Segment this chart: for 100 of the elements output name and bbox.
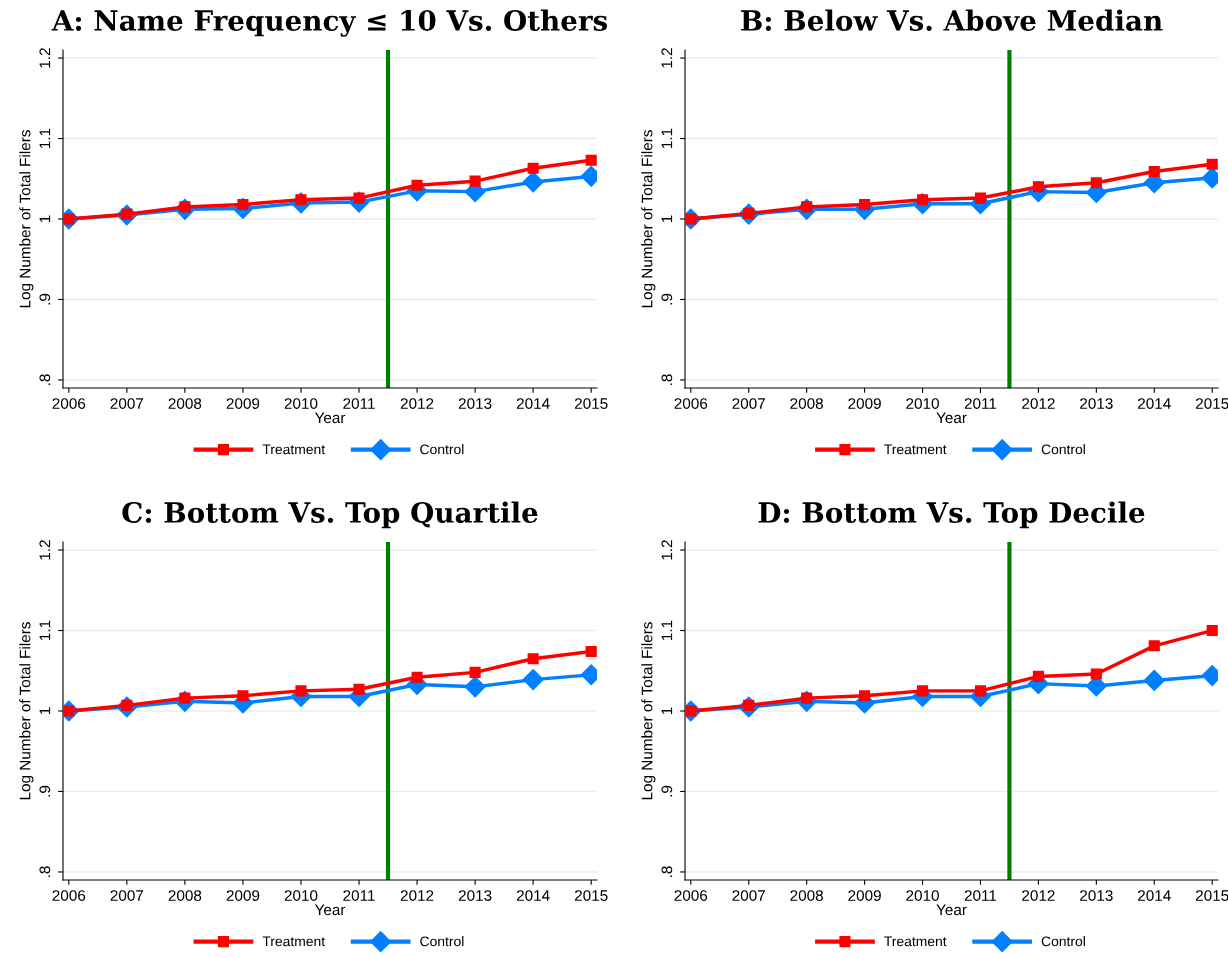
point [411, 671, 423, 683]
point [522, 669, 544, 691]
x-tick-label: 2014 [516, 398, 550, 409]
point [974, 685, 987, 697]
x-tick-label: 2009 [226, 890, 260, 901]
point [1148, 165, 1160, 178]
y-tick-label: .8 [39, 866, 51, 877]
point [1206, 624, 1218, 637]
x-tick-label: 2015 [574, 398, 608, 409]
point [1143, 669, 1165, 691]
y-tick-label: 1 [39, 707, 51, 715]
point [464, 676, 486, 698]
x-tick-label: 2008 [790, 398, 823, 409]
y-tick-label: 1 [661, 707, 673, 715]
point [585, 645, 597, 658]
x-tick-label: 2009 [848, 890, 881, 901]
x-tick-label: 2015 [574, 890, 608, 901]
y-tick-label: 1.1 [39, 128, 51, 148]
point [469, 175, 481, 187]
legend-label: Treatment [262, 444, 326, 455]
x-tick-label: 2012 [400, 398, 434, 409]
x-tick-label: 2015 [1195, 398, 1228, 409]
x-tick-label: 2011 [964, 890, 997, 901]
x-tick-label: 2009 [226, 398, 260, 409]
x-tick-label: 2006 [674, 398, 708, 409]
x-tick-label: 2013 [1080, 398, 1113, 409]
point [1206, 158, 1218, 170]
x-tick-label: 2012 [400, 890, 434, 901]
legend-label: Control [1041, 444, 1085, 455]
x-tick-label: 2014 [1138, 398, 1171, 409]
x-tick-label: 2006 [674, 890, 708, 901]
legend-label: Control [420, 444, 464, 455]
legend-label: Treatment [262, 936, 326, 947]
y-tick-label: .9 [661, 293, 673, 305]
x-tick-label: 2015 [1195, 890, 1228, 901]
x-tick-label: 2011 [964, 398, 997, 409]
point [353, 683, 365, 695]
y-tick-label: 1.2 [661, 540, 673, 560]
point [1032, 670, 1044, 682]
y-tick-label: 1.1 [39, 620, 51, 640]
point [916, 685, 929, 697]
point [237, 690, 249, 702]
x-tick-label: 2013 [458, 398, 492, 409]
y-tick-label: .9 [661, 785, 673, 797]
y-axis-title: Log Number of Total Filers [19, 622, 34, 800]
x-tick-label: 2008 [168, 890, 202, 901]
point [469, 666, 481, 678]
y-tick-label: 1 [39, 215, 51, 223]
x-tick-label: 2010 [284, 890, 318, 901]
x-tick-label: 2012 [1022, 890, 1055, 901]
x-tick-label: 2010 [906, 398, 939, 409]
x-tick-label: 2007 [110, 890, 144, 901]
x-tick-label: 2013 [458, 890, 492, 901]
chart-title: D: Bottom Vs. Top Decile [758, 501, 1145, 529]
x-tick-label: 2006 [52, 890, 86, 901]
x-tick-label: 2007 [110, 398, 144, 409]
legend-label: Control [420, 936, 464, 947]
point [974, 192, 987, 204]
y-tick-label: .8 [661, 866, 673, 877]
x-tick-label: 2014 [1138, 890, 1171, 901]
y-tick-label: 1 [661, 215, 673, 223]
legend-label: Treatment [884, 936, 947, 947]
x-axis-title: Year [936, 904, 967, 916]
x-tick-label: 2014 [516, 890, 550, 901]
x-tick-label: 2007 [732, 398, 765, 409]
point [1148, 640, 1160, 652]
x-tick-label: 2011 [343, 398, 375, 409]
x-tick-label: 2009 [848, 398, 881, 409]
point [295, 685, 307, 697]
y-tick-label: .8 [39, 374, 51, 385]
chart-title: B: Below Vs. Above Median [741, 9, 1163, 31]
y-axis-title: Log Number of Total Filers [19, 130, 34, 308]
x-tick-label: 2012 [1022, 398, 1055, 409]
point [859, 690, 871, 702]
chart-title: C: Bottom Vs. Top Quartile [122, 501, 538, 529]
y-tick-label: 1.2 [661, 48, 673, 68]
legend-label: Control [1041, 936, 1085, 947]
point [585, 154, 597, 166]
x-tick-label: 2006 [52, 398, 86, 409]
x-tick-label: 2011 [343, 890, 375, 901]
x-axis-title: Year [314, 904, 346, 916]
y-axis-title: Log Number of Total Filers [641, 130, 656, 308]
y-tick-label: 1.2 [39, 48, 51, 68]
x-tick-label: 2008 [168, 398, 202, 409]
y-tick-label: 1.1 [661, 620, 673, 640]
y-tick-label: 1.2 [39, 540, 51, 560]
y-axis-title: Log Number of Total Filers [641, 622, 656, 800]
point [527, 162, 539, 174]
x-tick-label: 2007 [732, 890, 765, 901]
point [1090, 177, 1102, 189]
x-tick-label: 2010 [284, 398, 318, 409]
x-tick-label: 2013 [1080, 890, 1113, 901]
x-axis-title: Year [314, 412, 346, 424]
point [522, 171, 544, 193]
point [411, 179, 423, 191]
y-tick-label: .9 [39, 785, 51, 797]
chart-title: A: Name Frequency ≤ 10 Vs. Others [51, 9, 608, 37]
y-tick-label: 1.1 [661, 128, 673, 148]
legend-label: Treatment [884, 444, 947, 455]
point [527, 653, 539, 665]
